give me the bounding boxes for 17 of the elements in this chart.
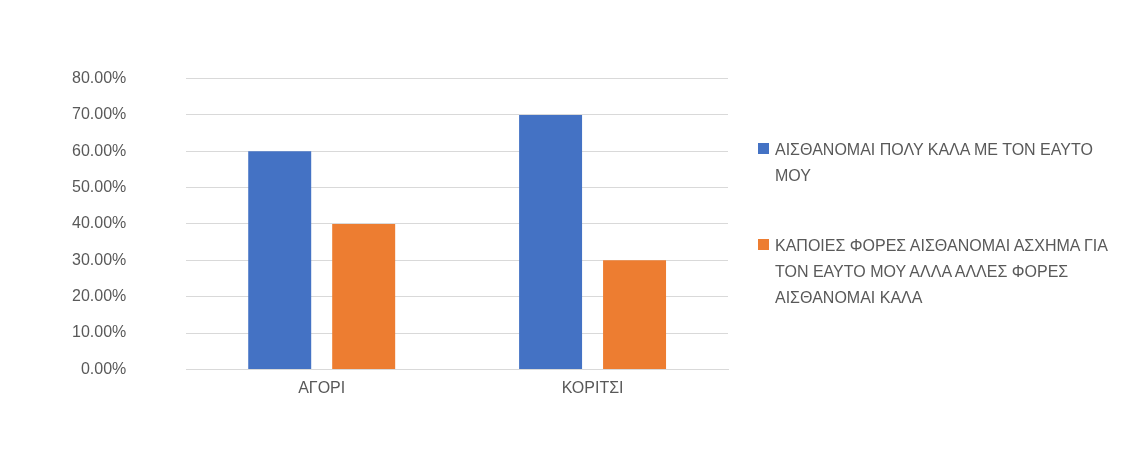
y-tick-label: 50.00% xyxy=(72,178,127,196)
y-tick-label: 10.00% xyxy=(72,323,127,341)
x-tick-label: ΑΓΟΡΙ xyxy=(298,379,346,397)
y-tick-label: 30.00% xyxy=(72,250,127,268)
y-tick-label: 20.00% xyxy=(72,287,127,305)
bar xyxy=(603,260,667,369)
bar xyxy=(248,151,312,369)
x-tick-label: ΚΟΡΙΤΣΙ xyxy=(561,379,624,397)
bar xyxy=(519,114,583,369)
y-tick-label: 0.00% xyxy=(80,359,127,377)
bar xyxy=(332,224,396,369)
y-tick-label: 40.00% xyxy=(72,214,127,232)
y-tick-label: 60.00% xyxy=(72,141,127,159)
legend-label: ΚΑΠΟΙΕΣ ΦΟΡΕΣ ΑΙΣΘΑΝΟΜΑΙ ΑΣΧΗΜΑ ΓΙΑ ΤΟΝ ΕΑΥΤΟ ΜΟΥ ΑΛΛΑ ΑΛΛΕΣ ΦΟΡΕΣ ΑΙΣΘΑΝΟΜΑΙ ΚΑΛΑ xyxy=(775,236,1109,308)
y-tick-label: 80.00% xyxy=(72,69,127,87)
y-tick-label: 70.00% xyxy=(72,105,127,123)
legend-label: ΑΙΣΘΑΝΟΜΑΙ ΠΟΛΥ ΚΑΛΑ ΜΕ ΤΟΝ ΕΑΥΤΟ ΜΟΥ xyxy=(775,140,1094,186)
